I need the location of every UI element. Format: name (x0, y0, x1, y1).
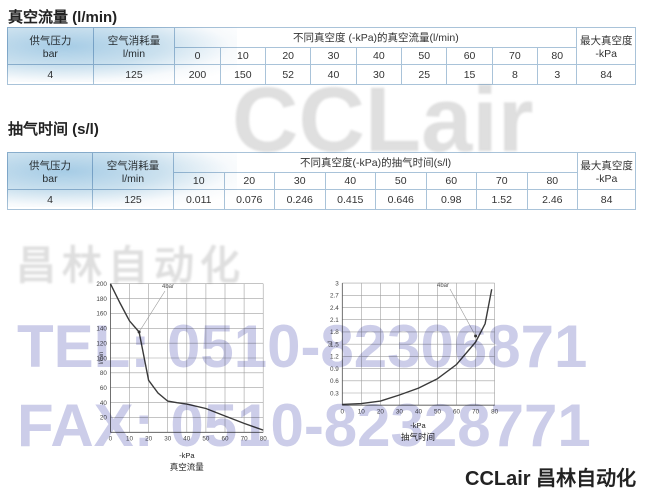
svg-text:70: 70 (241, 436, 249, 443)
svg-text:1.8: 1.8 (330, 329, 339, 336)
svg-text:80: 80 (491, 408, 499, 415)
svg-text:140: 140 (96, 326, 107, 333)
svg-text:抽气时间: 抽气时间 (401, 432, 435, 442)
svg-text:s/l: s/l (328, 341, 334, 347)
svg-text:20: 20 (145, 436, 153, 443)
svg-text:10: 10 (358, 408, 366, 415)
svg-text:60: 60 (100, 385, 108, 392)
svg-text:0.9: 0.9 (330, 366, 339, 373)
svg-text:160: 160 (96, 311, 107, 318)
svg-text:120: 120 (96, 340, 107, 347)
svg-text:2.1: 2.1 (330, 317, 339, 324)
svg-text:60: 60 (221, 436, 229, 443)
svg-text:70: 70 (472, 408, 480, 415)
svg-text:20: 20 (100, 415, 108, 422)
svg-text:200: 200 (96, 281, 107, 288)
svg-text:50: 50 (202, 436, 210, 443)
svg-text:-kPa: -kPa (410, 421, 426, 430)
svg-text:真空流量: 真空流量 (170, 462, 205, 472)
svg-text:0: 0 (341, 408, 345, 415)
svg-text:40: 40 (183, 436, 191, 443)
svg-text:0.3: 0.3 (330, 390, 339, 397)
svg-text:180: 180 (96, 296, 107, 303)
svg-text:l/min: l/min (99, 352, 105, 365)
svg-text:0: 0 (109, 436, 113, 443)
svg-text:80: 80 (100, 370, 108, 377)
svg-text:-kPa: -kPa (179, 451, 195, 460)
svg-text:2.4: 2.4 (330, 305, 339, 312)
svg-text:4bar: 4bar (437, 283, 449, 289)
svg-text:4bar: 4bar (162, 284, 174, 290)
svg-text:20: 20 (377, 408, 385, 415)
svg-text:40: 40 (415, 408, 423, 415)
svg-text:10: 10 (126, 436, 134, 443)
svg-text:0.6: 0.6 (330, 378, 339, 385)
svg-text:1.2: 1.2 (330, 354, 339, 361)
svg-text:30: 30 (396, 408, 404, 415)
svg-text:30: 30 (164, 436, 172, 443)
svg-text:3: 3 (335, 280, 339, 287)
svg-text:50: 50 (434, 408, 442, 415)
svg-text:40: 40 (100, 400, 108, 407)
svg-text:80: 80 (260, 436, 268, 443)
svg-text:2.7: 2.7 (330, 293, 339, 300)
svg-text:60: 60 (453, 408, 461, 415)
